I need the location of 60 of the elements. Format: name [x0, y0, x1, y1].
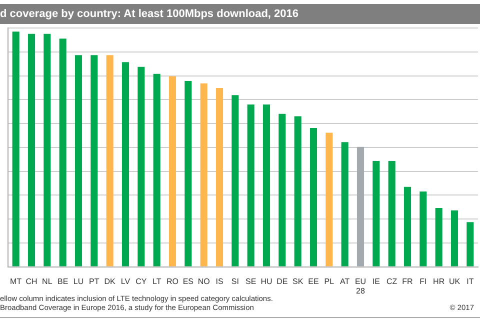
bar: [435, 208, 442, 266]
bar: [59, 38, 66, 266]
chart-title: d coverage by country: At least 100Mbps download, 2016: [0, 4, 480, 24]
bar: [326, 132, 333, 266]
bar: [294, 116, 302, 266]
x-tick-label: PL: [324, 276, 335, 286]
bar: [420, 192, 427, 266]
x-tick-label: SE: [245, 276, 256, 286]
bar: [12, 32, 20, 266]
x-tick-label: ES: [182, 276, 194, 286]
bar: [310, 128, 318, 266]
x-tick-label: IT: [466, 276, 474, 286]
bar: [106, 55, 114, 266]
bar: [388, 160, 396, 266]
bar: [138, 66, 145, 266]
bar: [74, 55, 82, 266]
x-tick-label: PT: [89, 276, 100, 286]
x-tick-label: FI: [420, 276, 427, 286]
x-tick-label: DK: [104, 276, 116, 286]
x-tick-label: UK: [448, 276, 461, 286]
x-tick-label: SK: [292, 276, 304, 286]
bar: [278, 114, 286, 266]
x-tick-label: HR: [433, 276, 445, 286]
bar: [122, 62, 130, 266]
x-tick-label: FR: [402, 276, 414, 286]
x-tick-label: NL: [42, 276, 53, 286]
bar: [216, 88, 224, 266]
x-tick-label: SI: [231, 276, 239, 286]
bar: [247, 104, 254, 266]
bar: [450, 210, 458, 266]
x-tick-label: MT: [10, 276, 22, 286]
x-tick-label: AT: [340, 276, 350, 286]
bar: [372, 160, 380, 266]
bar: [44, 34, 51, 266]
x-tick-label: RO: [166, 276, 178, 286]
bar: [184, 80, 192, 266]
x-tick-label: LV: [120, 276, 131, 286]
x-tick-label: EE: [308, 276, 319, 286]
bar: [466, 222, 474, 266]
bar: [168, 76, 176, 266]
x-tick-label: EU 28: [354, 276, 366, 296]
x-tick-label: LU: [73, 276, 84, 286]
x-tick-label: DE: [276, 276, 288, 286]
x-tick-label: BE: [57, 276, 68, 286]
x-tick-label: IE: [372, 276, 380, 286]
bar: [90, 55, 98, 266]
x-tick-label: LT: [152, 276, 162, 286]
bar: [232, 95, 239, 266]
x-tick-label: HU: [260, 276, 272, 286]
bar: [28, 34, 36, 266]
bar: [341, 142, 348, 266]
bar: [153, 74, 160, 266]
x-tick-label: IS: [216, 276, 224, 286]
bar: [404, 186, 412, 266]
bar: [262, 104, 270, 266]
bar: [200, 83, 208, 266]
x-tick-label: CY: [136, 276, 148, 286]
x-tick-label: CH: [26, 276, 38, 286]
x-tick-label: CZ: [386, 276, 398, 286]
x-tick-label: NO: [198, 276, 210, 286]
